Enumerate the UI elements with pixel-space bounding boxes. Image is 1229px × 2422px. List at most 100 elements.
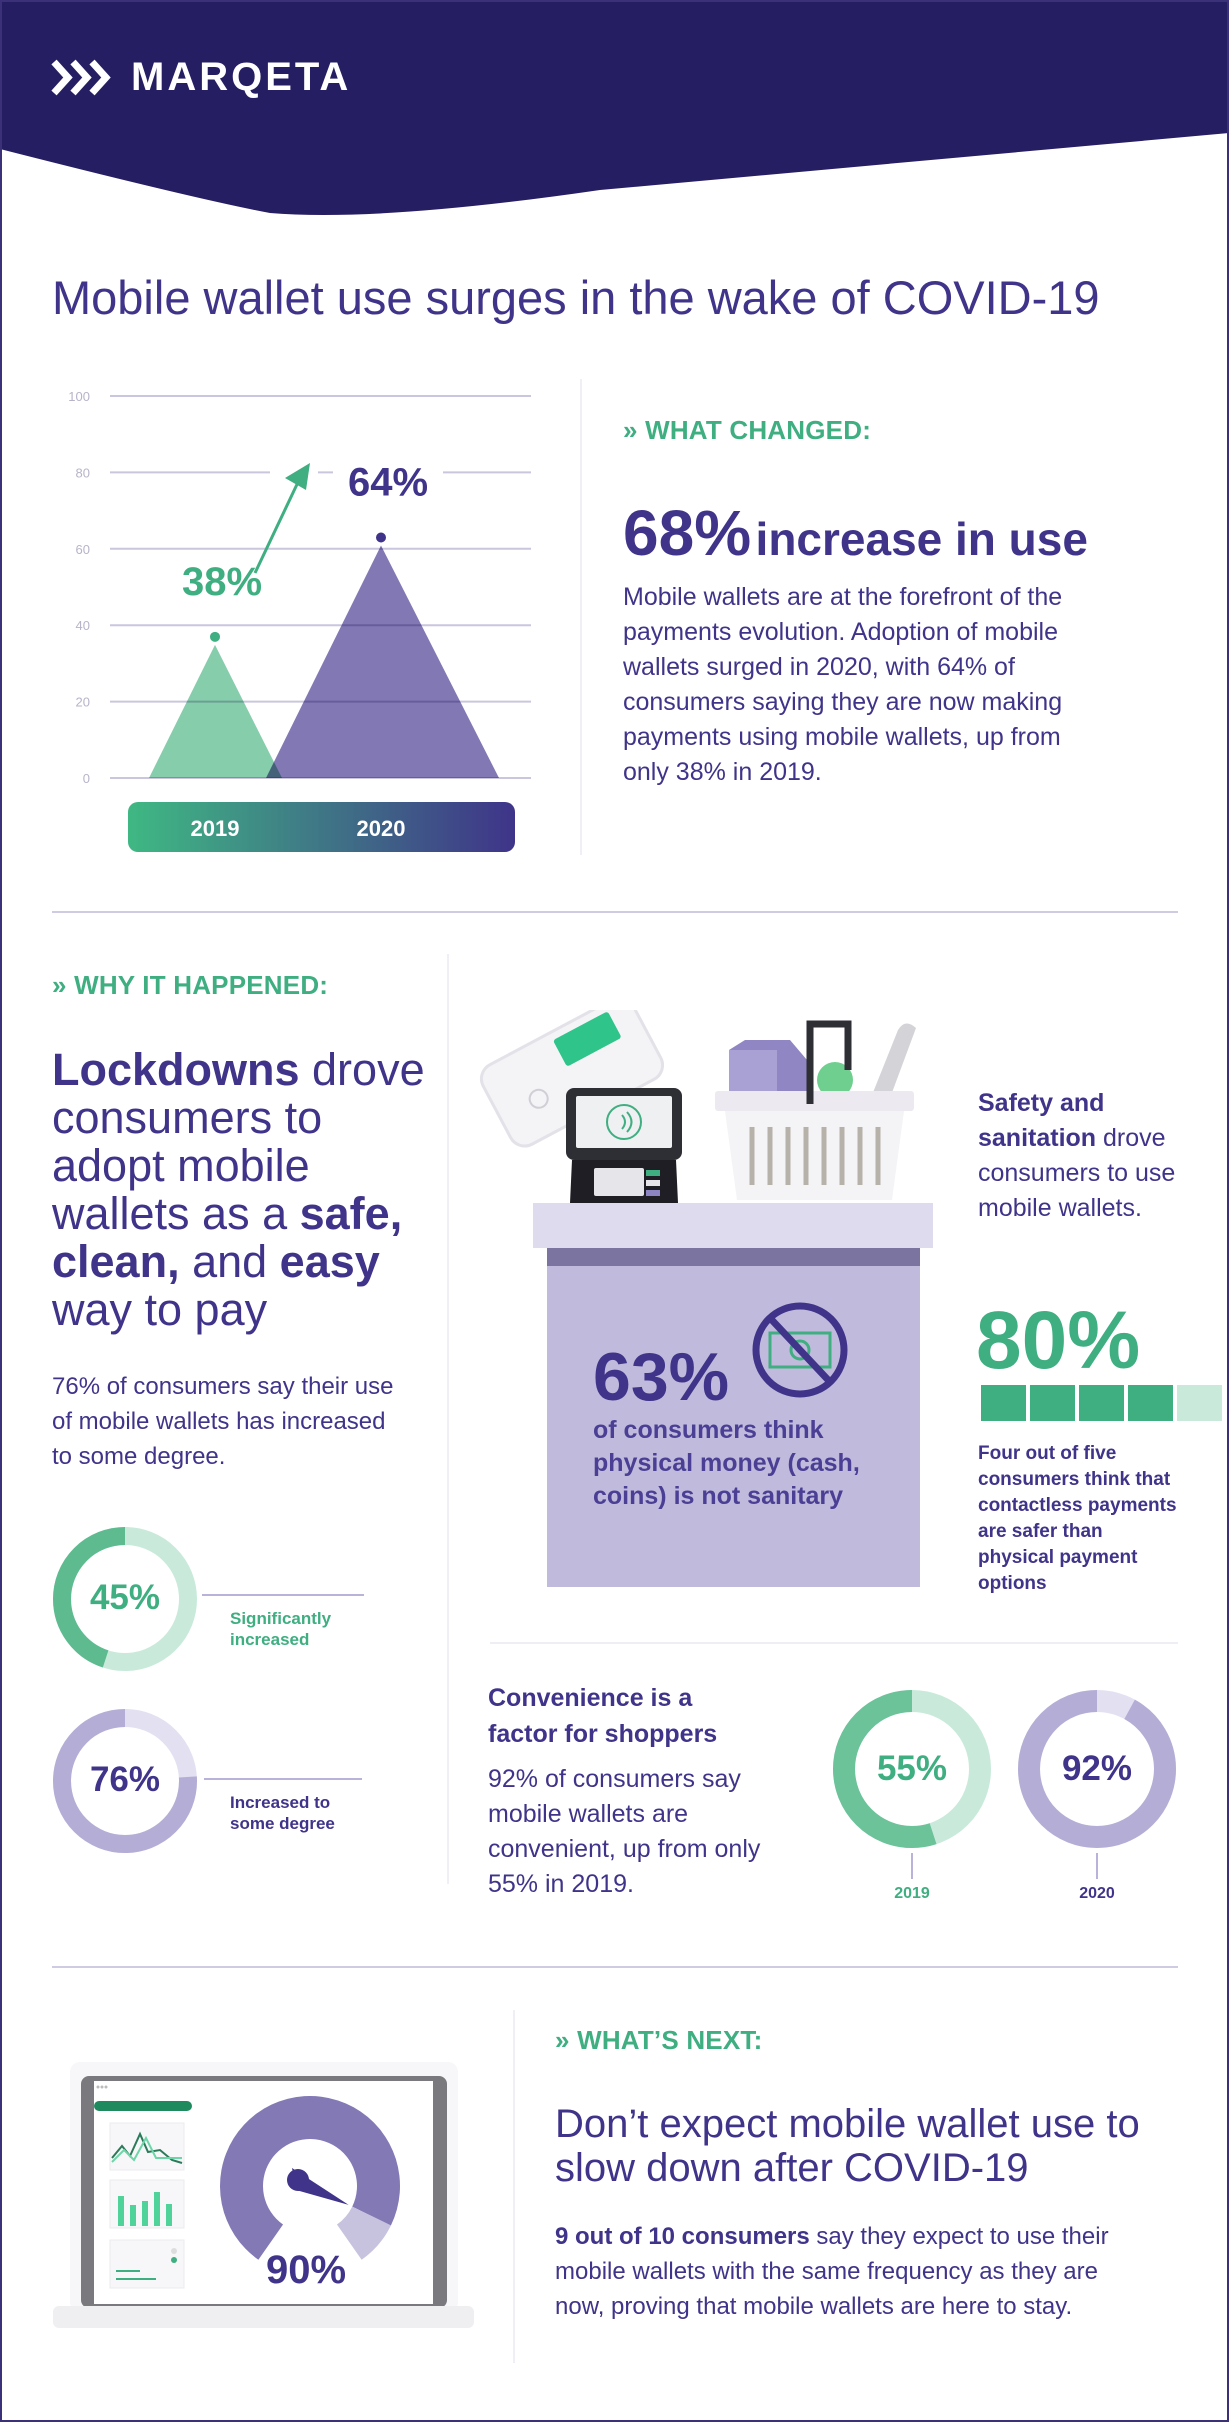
y-tick-label: 60 bbox=[76, 542, 90, 557]
adoption-chart: 0 20 40 60 80 100 38% 64% 2019 2020 bbox=[68, 389, 531, 852]
card-reader-icon bbox=[566, 1088, 682, 1203]
label-bg bbox=[333, 465, 443, 506]
donut-some-degree: 76% Increased to some degree bbox=[52, 1708, 382, 1858]
donut-year: 2020 bbox=[1079, 1885, 1115, 1902]
donut-chart bbox=[833, 1690, 991, 1848]
bar-filled bbox=[1128, 1385, 1173, 1421]
header-band bbox=[0, 0, 1229, 215]
gauge-remaining-arc bbox=[336, 2206, 391, 2260]
why-headline: Lockdowns drove consumers to adopt mobil… bbox=[52, 1046, 432, 1334]
bar-filled bbox=[1079, 1385, 1124, 1421]
convenience-body: 92% of consumers say mobile wallets are … bbox=[488, 1765, 761, 1898]
triangle-bar-2020 bbox=[266, 545, 499, 778]
hl-bold: safe, bbox=[299, 1188, 403, 1239]
divider bbox=[490, 1642, 1178, 1644]
what-changed-body: Mobile wallets are at the forefront of t… bbox=[623, 583, 1063, 786]
section-divider bbox=[52, 911, 1178, 913]
laptop-illustration bbox=[53, 2062, 474, 2328]
why-kicker: » WHY IT HAPPENED: bbox=[52, 970, 329, 1000]
leader-line bbox=[204, 1778, 362, 1780]
divider bbox=[447, 954, 449, 1884]
y-tick-label: 0 bbox=[83, 771, 90, 786]
donut-value-arc bbox=[1018, 1690, 1176, 1848]
x-tick-label-2020: 2020 bbox=[357, 816, 406, 841]
data-label: 64% bbox=[348, 461, 428, 505]
safety-rest: drove consumers to use mobile wallets. bbox=[978, 1124, 1176, 1222]
divider bbox=[580, 379, 582, 855]
donut-value-arc bbox=[53, 1527, 197, 1671]
gauge-value: 90% bbox=[265, 2248, 347, 2292]
body-bold: 9 out of 10 consumers bbox=[555, 2223, 810, 2250]
body-rest: say they expect to use their mobile wall… bbox=[555, 2223, 1109, 2320]
logo-text: MARQETA bbox=[131, 55, 352, 99]
data-label: 38% bbox=[182, 560, 262, 604]
section-divider bbox=[52, 1966, 1178, 1968]
bar-empty bbox=[1177, 1385, 1222, 1421]
why-body: 76% of consumers say their use of mobile… bbox=[52, 1373, 394, 1470]
gauge-value-arc bbox=[220, 2096, 400, 2260]
hl-bold: clean, bbox=[52, 1236, 180, 1287]
donut-value: 92% bbox=[1061, 1749, 1133, 1788]
page-title: Mobile wallet use surges in the wake of … bbox=[52, 271, 1100, 324]
donut-value-arc bbox=[833, 1690, 991, 1848]
donut-caption: Significantly increased bbox=[230, 1609, 332, 1649]
safer-text: Four out of five consumers think that co… bbox=[978, 1443, 1177, 1594]
counter-box bbox=[547, 1266, 920, 1587]
donut-2019: 55% 2019 bbox=[832, 1689, 992, 1919]
tick-line bbox=[911, 1853, 913, 1879]
donut-value-arc bbox=[53, 1709, 197, 1853]
safety-bold: Safety and sanitation bbox=[978, 1089, 1105, 1152]
donut-value: 45% bbox=[89, 1578, 161, 1617]
four-of-five-bars bbox=[981, 1385, 1222, 1421]
safer-stat: 80% bbox=[976, 1295, 1141, 1386]
donut-caption: Increased to some degree bbox=[230, 1793, 335, 1833]
convenience-heading: Convenience is a factor for shoppers bbox=[488, 1684, 718, 1748]
hl-bold: Lockdowns bbox=[52, 1044, 300, 1095]
tick-line bbox=[1096, 1853, 1098, 1879]
donut-significantly: 45% Significantly increased bbox=[52, 1526, 382, 1676]
divider bbox=[513, 2010, 515, 2363]
trend-arrow-shaft bbox=[253, 477, 302, 574]
y-tick-label: 20 bbox=[76, 695, 90, 710]
label-bg bbox=[167, 564, 277, 605]
no-cash-icon bbox=[752, 1302, 848, 1398]
gauge-needle bbox=[292, 2168, 349, 2205]
hl-bold: easy bbox=[279, 1236, 380, 1287]
marqeta-logo[interactable]: MARQETA bbox=[51, 55, 351, 100]
whats-next-kicker: » WHAT’S NEXT: bbox=[555, 2025, 763, 2055]
whats-next-headline: Don’t expect mobile wallet use to slow d… bbox=[555, 2102, 1140, 2190]
donut-chart bbox=[53, 1709, 197, 1853]
increase-stat: 68% increase in use bbox=[623, 496, 1088, 570]
data-point bbox=[208, 629, 222, 644]
donut-2020: 92% 2020 bbox=[1017, 1689, 1177, 1919]
whats-next-body: 9 out of 10 consumers say they expect to… bbox=[555, 2219, 1135, 2324]
stat-label: increase in use bbox=[755, 513, 1088, 565]
safety-text: Safety and sanitation drove consumers to… bbox=[978, 1086, 1188, 1226]
sanitary-stat: 63% bbox=[593, 1339, 730, 1415]
donut-chart bbox=[53, 1527, 197, 1671]
x-tick-label-2019: 2019 bbox=[191, 816, 240, 841]
triangle-bar-2019 bbox=[149, 644, 282, 778]
what-changed-kicker: » WHAT CHANGED: bbox=[623, 415, 872, 445]
donut-value: 76% bbox=[89, 1760, 161, 1799]
y-tick-label: 40 bbox=[76, 618, 90, 633]
hl-text: way to pay bbox=[52, 1284, 268, 1335]
data-point bbox=[374, 530, 388, 545]
checkout-illustration bbox=[479, 1010, 933, 1587]
counter-top bbox=[533, 1203, 933, 1248]
hl-text: drove consumers to adopt mobile wallets … bbox=[52, 1044, 425, 1239]
bar-filled bbox=[981, 1385, 1026, 1421]
trend-arrow-head bbox=[285, 463, 310, 490]
y-tick-label: 80 bbox=[76, 465, 90, 480]
stat-value: 68% bbox=[623, 497, 752, 569]
donut-value: 55% bbox=[876, 1749, 948, 1788]
logo-chevrons-icon bbox=[51, 59, 111, 96]
gauge-90 bbox=[220, 2096, 400, 2260]
donut-year: 2019 bbox=[894, 1885, 930, 1902]
bar-filled bbox=[1030, 1385, 1075, 1421]
gauge-needle-hub bbox=[287, 2169, 309, 2191]
grocery-basket-icon bbox=[715, 1020, 916, 1200]
counter-band bbox=[547, 1248, 920, 1266]
leader-line bbox=[202, 1594, 364, 1596]
hl-text: and bbox=[179, 1236, 280, 1287]
